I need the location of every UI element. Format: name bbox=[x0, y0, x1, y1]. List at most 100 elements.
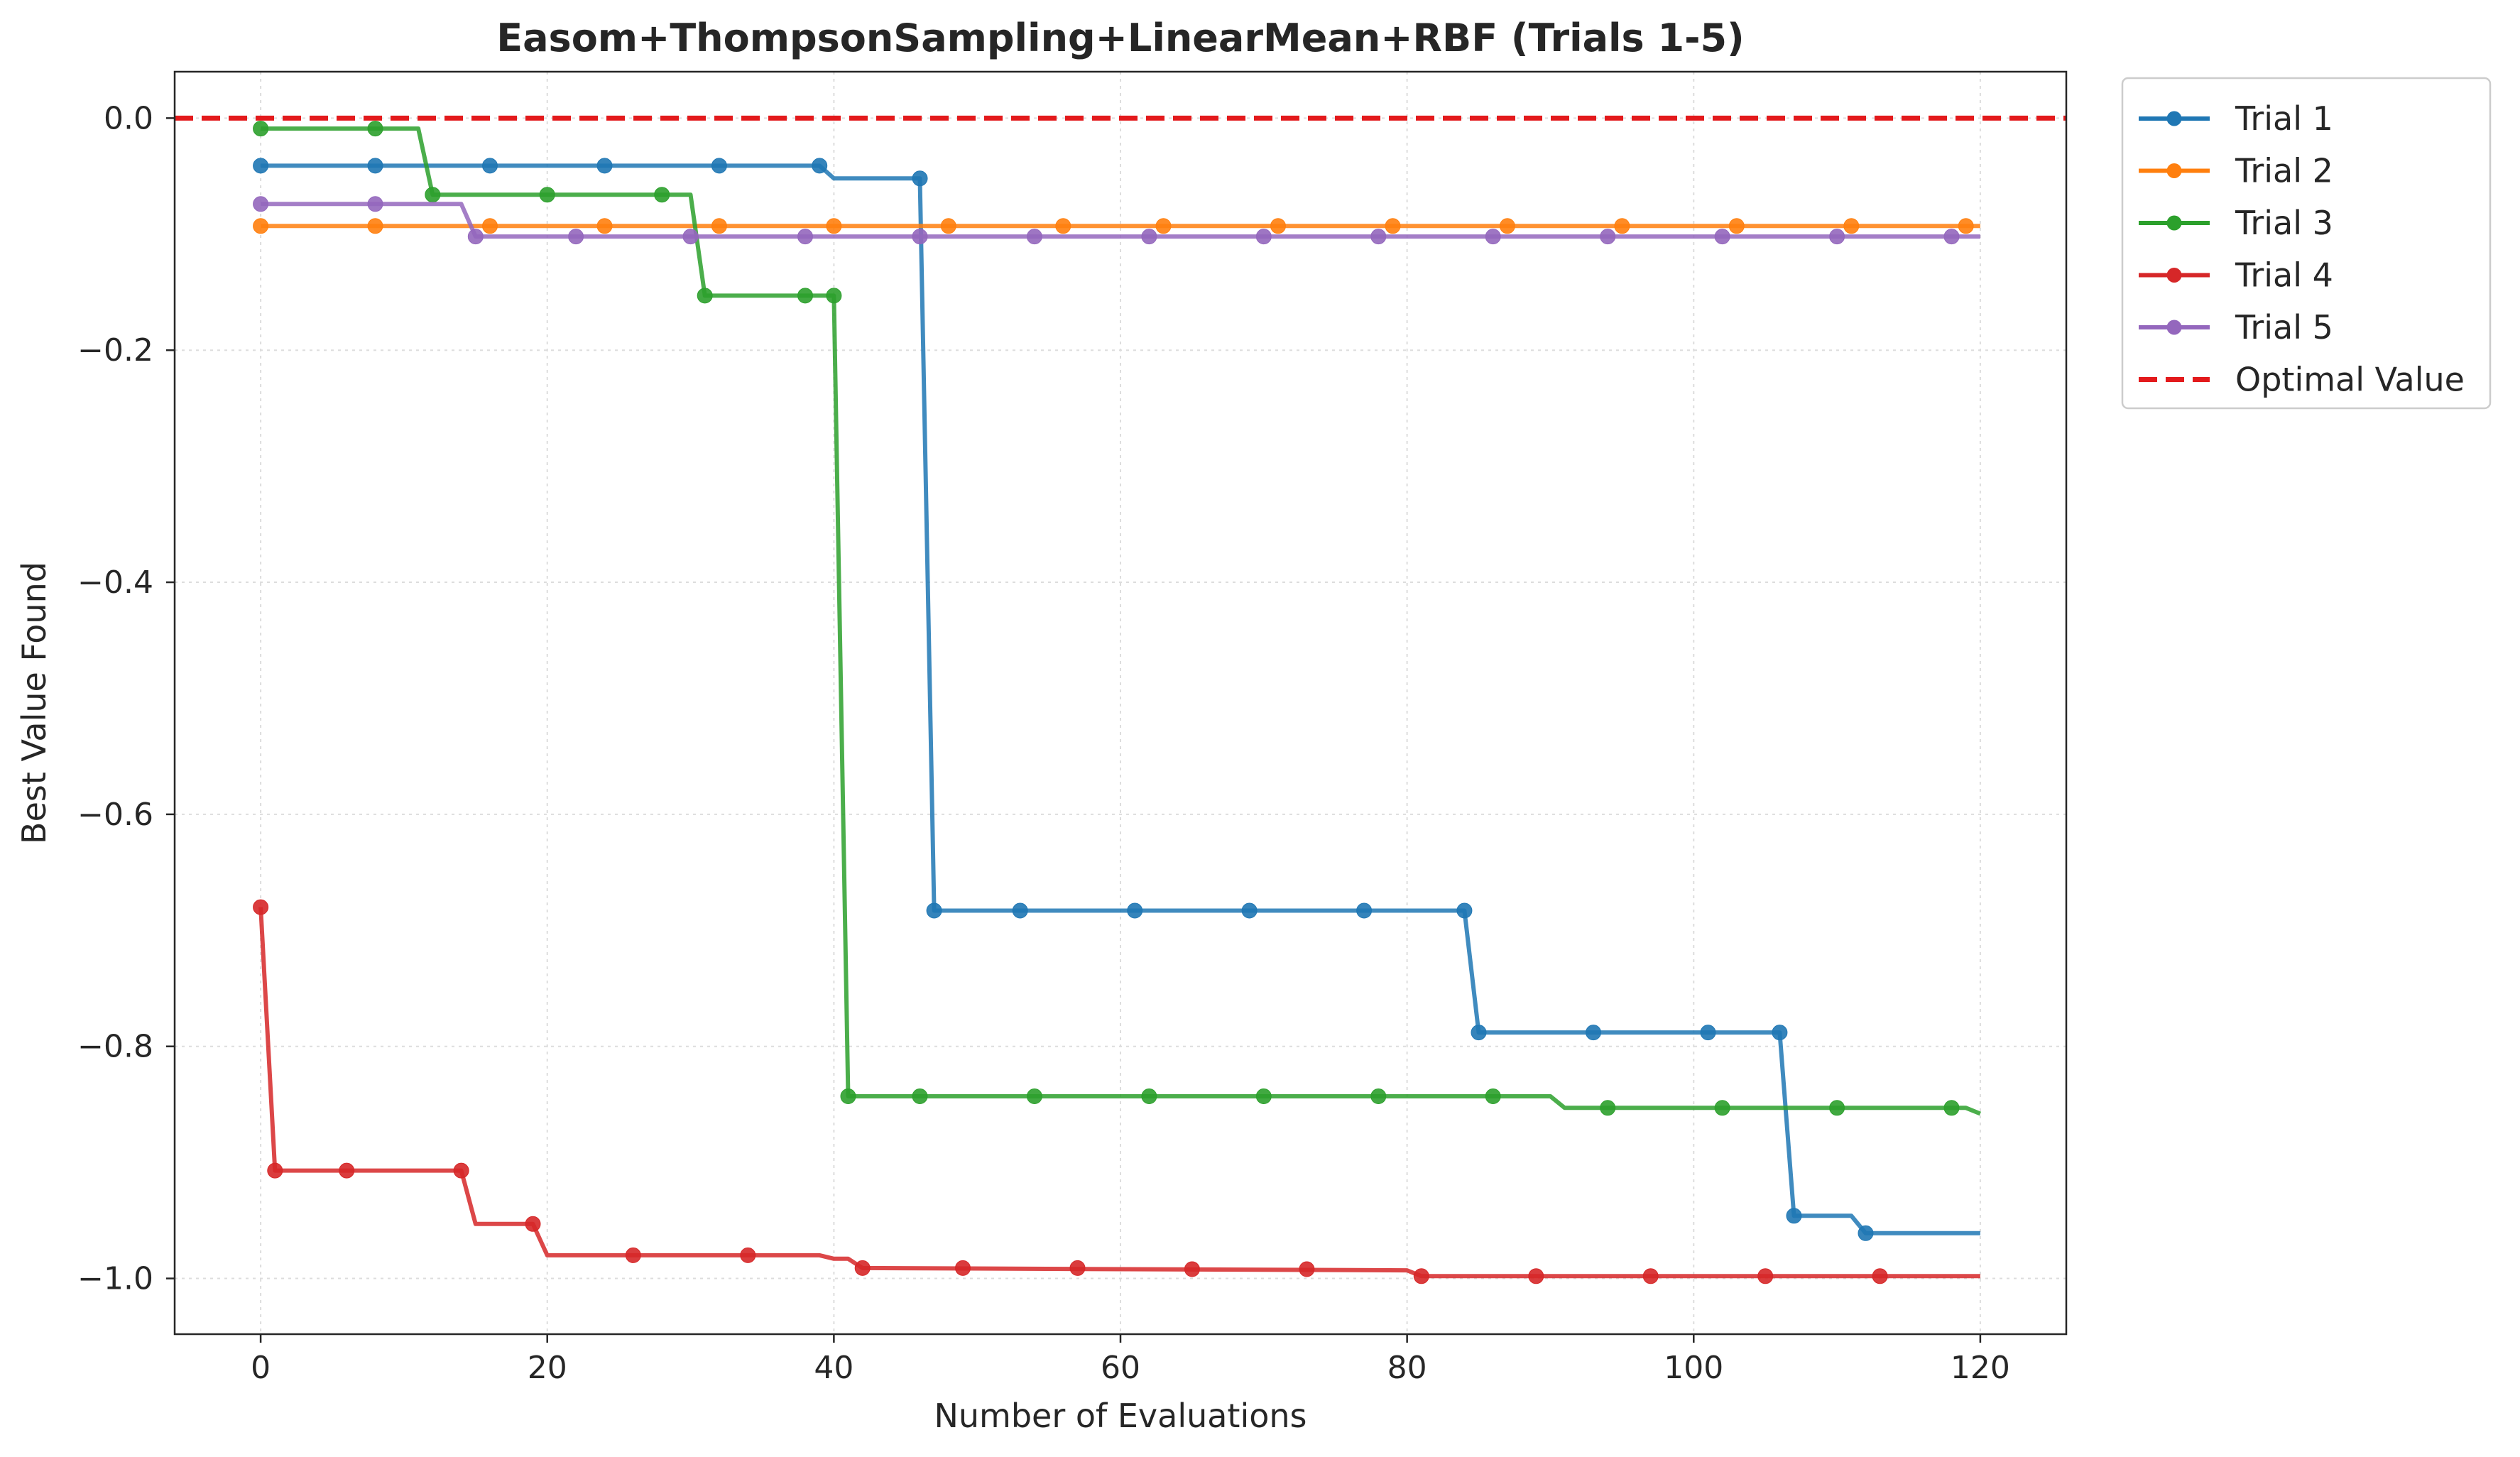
data-point bbox=[453, 1162, 469, 1179]
data-point bbox=[1786, 1208, 1802, 1224]
data-point bbox=[1012, 902, 1028, 919]
data-point bbox=[912, 170, 928, 187]
data-point bbox=[1471, 1025, 1487, 1041]
data-point bbox=[1499, 218, 1515, 234]
data-point bbox=[1069, 1260, 1086, 1276]
data-point bbox=[568, 229, 584, 245]
data-point bbox=[826, 288, 842, 304]
series-lines bbox=[253, 121, 1982, 1284]
series-trial-2 bbox=[253, 218, 1980, 234]
x-tick-label: 40 bbox=[814, 1350, 853, 1386]
y-tick-label: −0.2 bbox=[77, 332, 153, 369]
data-point bbox=[253, 899, 269, 915]
data-point bbox=[1728, 218, 1745, 234]
data-point bbox=[1757, 1268, 1774, 1284]
data-point bbox=[1155, 218, 1172, 234]
x-tick-label: 20 bbox=[528, 1350, 567, 1386]
legend-item: Trial 1 bbox=[2139, 99, 2333, 138]
series-trial-4 bbox=[253, 899, 1980, 1284]
legend-item: Optimal Value bbox=[2139, 361, 2465, 399]
data-point bbox=[339, 1162, 355, 1179]
y-tick-label: −0.6 bbox=[77, 797, 153, 833]
data-point bbox=[253, 218, 269, 234]
data-point bbox=[1270, 218, 1286, 234]
data-point bbox=[840, 1088, 856, 1104]
y-tick-label: −0.8 bbox=[77, 1029, 153, 1065]
data-point bbox=[1370, 229, 1387, 245]
data-point bbox=[1843, 218, 1860, 234]
data-point bbox=[1026, 229, 1042, 245]
legend-label: Optimal Value bbox=[2235, 361, 2465, 399]
data-point bbox=[812, 158, 828, 174]
data-point bbox=[1385, 218, 1401, 234]
data-point bbox=[1127, 902, 1143, 919]
y-tick-label: −0.4 bbox=[77, 564, 153, 601]
legend-items: Trial 1 Trial 2 Trial 3 Trial 4 Trial 5 Optim… bbox=[2139, 99, 2465, 399]
series-line bbox=[261, 163, 1980, 1235]
data-point bbox=[1141, 229, 1157, 245]
data-point bbox=[1614, 218, 1630, 234]
legend-item: Trial 4 bbox=[2139, 256, 2333, 295]
y-axis-label: Best Value Found bbox=[15, 562, 53, 844]
data-point bbox=[625, 1247, 641, 1263]
data-point bbox=[1413, 1268, 1429, 1284]
data-point bbox=[1055, 218, 1071, 234]
data-point bbox=[1356, 902, 1373, 919]
data-point bbox=[1184, 1261, 1200, 1277]
legend-item: Trial 5 bbox=[2139, 308, 2333, 346]
data-point bbox=[955, 1260, 971, 1276]
data-point bbox=[1255, 1088, 1272, 1104]
data-point bbox=[1714, 229, 1730, 245]
legend-swatch-marker bbox=[2166, 215, 2182, 231]
data-point bbox=[1299, 1261, 1315, 1277]
data-point bbox=[596, 218, 613, 234]
x-tick-label: 0 bbox=[251, 1350, 271, 1386]
data-point bbox=[1600, 229, 1616, 245]
data-point bbox=[425, 187, 441, 203]
data-point bbox=[467, 229, 484, 245]
legend-item: Trial 3 bbox=[2139, 204, 2333, 242]
data-point bbox=[912, 1088, 928, 1104]
data-point bbox=[1858, 1225, 1874, 1241]
legend: Trial 1 Trial 2 Trial 3 Trial 4 Trial 5 Optim… bbox=[2121, 77, 2492, 410]
legend-box bbox=[2121, 77, 2492, 410]
x-tick-label: 120 bbox=[1951, 1350, 2010, 1386]
data-point bbox=[367, 121, 383, 137]
data-point bbox=[797, 229, 813, 245]
data-point bbox=[1700, 1025, 1716, 1041]
data-point bbox=[1586, 1025, 1601, 1041]
data-point bbox=[697, 288, 713, 304]
series-line bbox=[261, 202, 1980, 239]
series-trial-3 bbox=[253, 121, 1982, 1116]
axis-ticks: 0 20 40 60 80 100 120 0.0 −0.2 −0.4 −0.6 −0.8 −1.0 bbox=[77, 100, 2010, 1386]
data-point bbox=[482, 158, 498, 174]
y-tick-label: −1.0 bbox=[77, 1261, 153, 1297]
data-point bbox=[267, 1162, 283, 1179]
legend-swatch-marker bbox=[2166, 163, 2182, 178]
legend-label: Trial 4 bbox=[2235, 256, 2333, 295]
legend-label: Trial 3 bbox=[2235, 204, 2333, 242]
data-point bbox=[1958, 218, 1974, 234]
data-point bbox=[1485, 1088, 1501, 1104]
data-point bbox=[654, 187, 670, 203]
legend-label: Trial 1 bbox=[2235, 99, 2333, 138]
data-point bbox=[1872, 1268, 1888, 1284]
data-point bbox=[1026, 1088, 1042, 1104]
x-tick-label: 80 bbox=[1387, 1350, 1427, 1386]
data-point bbox=[797, 288, 813, 304]
series-trial-1 bbox=[253, 158, 1980, 1241]
data-point bbox=[525, 1216, 541, 1232]
data-point bbox=[711, 158, 727, 174]
data-point bbox=[1943, 1100, 1960, 1116]
data-point bbox=[1528, 1268, 1544, 1284]
data-point bbox=[539, 187, 555, 203]
series-trial-5 bbox=[253, 196, 1980, 245]
legend-swatch-marker bbox=[2166, 320, 2182, 335]
data-point bbox=[926, 902, 942, 919]
data-point bbox=[367, 158, 383, 174]
data-point bbox=[940, 218, 956, 234]
data-point bbox=[1241, 902, 1258, 919]
data-point bbox=[1255, 229, 1272, 245]
legend-swatch-marker bbox=[2166, 111, 2182, 126]
